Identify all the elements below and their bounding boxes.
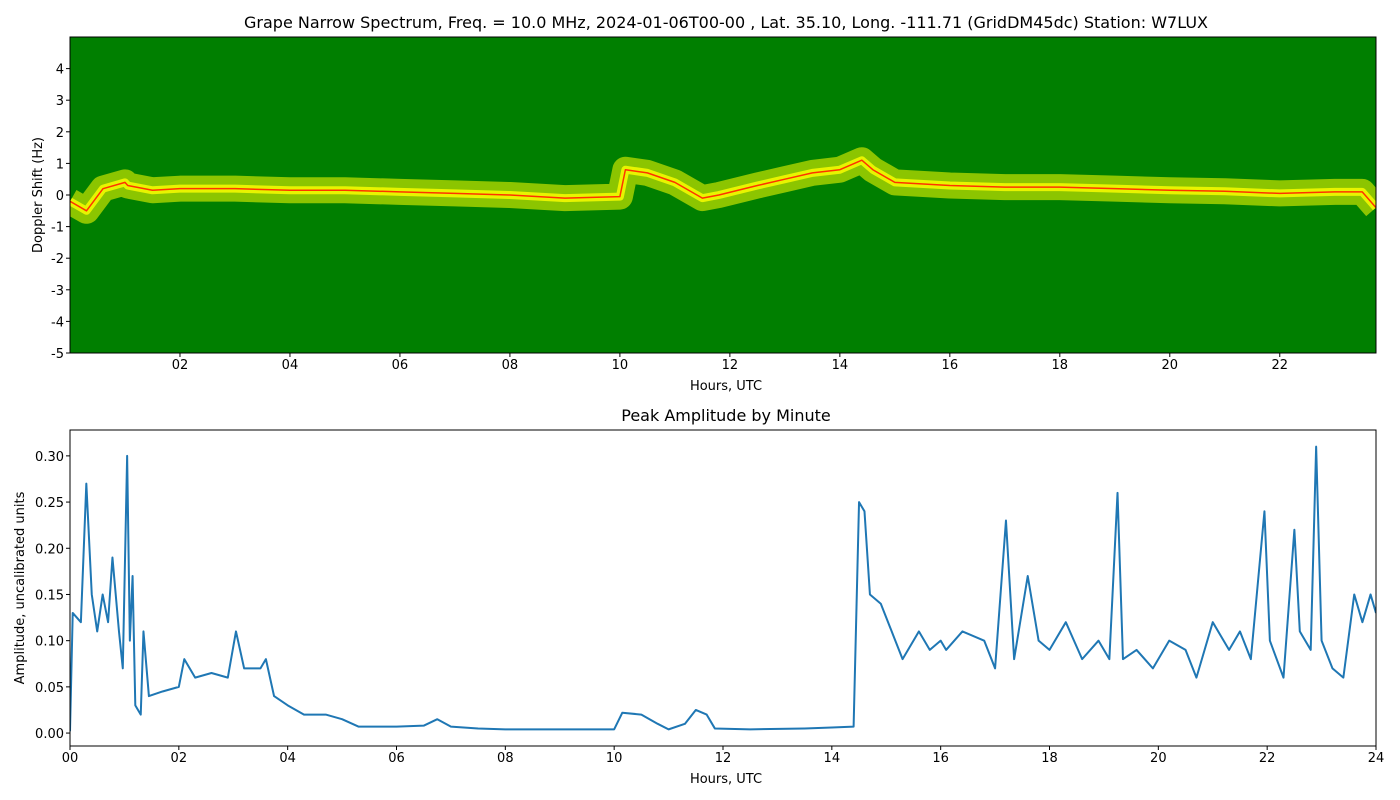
x-tick-label: 02 (172, 358, 189, 373)
y-tick-label: -5 (51, 347, 64, 362)
y-tick-label: 0.05 (35, 681, 64, 696)
x-tick-label: 04 (279, 751, 296, 766)
chart-title: Peak Amplitude by Minute (621, 406, 831, 425)
x-tick-label: 06 (392, 358, 409, 373)
x-tick-label: 16 (932, 751, 949, 766)
x-tick-label: 08 (502, 358, 519, 373)
y-tick-label: 0.25 (35, 496, 64, 511)
plot-area (70, 37, 1376, 353)
chart-title: Grape Narrow Spectrum, Freq. = 10.0 MHz,… (244, 13, 1208, 32)
x-tick-label: 22 (1271, 358, 1288, 373)
line-series (70, 159, 1376, 212)
x-tick-label: 18 (1052, 358, 1069, 373)
x-tick-label: 12 (722, 358, 739, 373)
y-tick-label: 0.10 (35, 635, 64, 650)
x-tick-label: 18 (1041, 751, 1058, 766)
x-tick-label: 22 (1259, 751, 1276, 766)
y-tick-label: 1 (56, 157, 64, 172)
x-axis-label: Hours, UTC (690, 379, 762, 394)
y-tick-label: 0.15 (35, 588, 64, 603)
x-tick-label: 06 (388, 751, 405, 766)
x-tick-label: 12 (715, 751, 732, 766)
y-tick-label: -4 (51, 315, 64, 330)
x-tick-label: 14 (832, 358, 849, 373)
y-tick-label: 0 (56, 189, 64, 204)
y-tick-label: 3 (56, 94, 64, 109)
x-axis-label: Hours, UTC (690, 772, 762, 787)
x-tick-label: 20 (1150, 751, 1167, 766)
x-tick-label: 04 (282, 358, 299, 373)
x-tick-label: 10 (612, 358, 629, 373)
y-tick-label: 2 (56, 126, 64, 141)
y-axis-label: Amplitude, uncalibrated units (13, 491, 28, 684)
y-tick-label: 0.20 (35, 542, 64, 557)
y-tick-label: 4 (56, 63, 64, 78)
y-tick-label: 0.00 (35, 727, 64, 742)
x-tick-label: 16 (942, 358, 959, 373)
x-tick-label: 00 (62, 751, 79, 766)
x-tick-label: 14 (824, 751, 841, 766)
x-tick-label: 10 (606, 751, 623, 766)
axes-frame (69, 429, 1377, 747)
x-tick-label: 24 (1368, 751, 1385, 766)
y-tick-label: -3 (51, 284, 64, 299)
y-tick-label: -2 (51, 252, 64, 267)
x-tick-label: 20 (1162, 358, 1179, 373)
plot-area (70, 445, 1376, 732)
x-tick-label: 02 (171, 751, 188, 766)
x-tick-label: 08 (497, 751, 514, 766)
line-series (70, 445, 1376, 732)
y-axis-label: Doppler Shift (Hz) (31, 137, 46, 253)
y-tick-label: 0.30 (35, 450, 64, 465)
y-tick-label: -1 (51, 221, 64, 236)
